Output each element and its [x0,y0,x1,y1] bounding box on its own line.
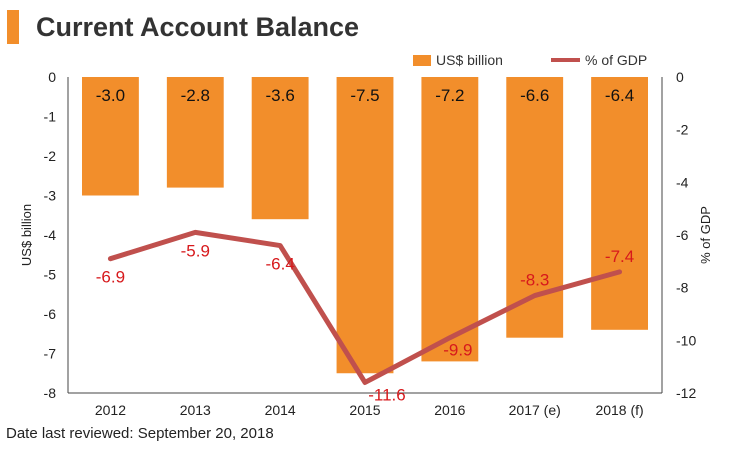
title-accent-bar [7,10,19,44]
bar-2016 [421,77,479,362]
line-value-label: -6.9 [96,268,125,287]
legend-bar-swatch [413,55,431,66]
x-category-label: 2015 [349,402,380,418]
review-date-footer: Date last reviewed: September 20, 2018 [6,425,274,442]
left-tick-label: 0 [48,69,56,85]
x-category-label: 2017 (e) [509,402,561,418]
bar-2014 [251,77,309,220]
x-category-label: 2013 [180,402,211,418]
bar-value-label: -3.6 [265,86,294,105]
legend-line-label: % of GDP [585,52,647,68]
line-value-label: -11.6 [368,385,406,404]
bar-2017-e [506,77,564,338]
gdp-share-line [107,229,623,385]
bar-value-label: -7.2 [435,86,464,105]
right-tick-label: -2 [676,122,689,138]
left-tick-label: -2 [44,148,57,164]
line-value-label: -9.9 [443,341,472,360]
bar-value-label: -6.6 [520,86,549,105]
right-tick-label: -10 [676,332,696,348]
right-tick-label: 0 [676,69,684,85]
bar-2012 [82,77,139,196]
left-tick-label: -3 [44,188,57,204]
right-tick-label: -12 [676,385,696,401]
x-category-label: 2014 [265,402,296,418]
x-category-label: 2012 [95,402,126,418]
x-category-label: 2018 (f) [595,402,643,418]
left-tick-label: -7 [44,346,57,362]
bar-value-label: -7.5 [350,86,379,105]
line-value-label: -7.4 [605,247,634,266]
left-tick-label: -1 [44,109,57,125]
bar-value-label: -6.4 [605,86,634,105]
left-tick-label: -6 [44,306,57,322]
left-tick-label: -8 [44,385,57,401]
title-bar: Current Account Balance [0,6,742,46]
bar-2013 [166,77,224,188]
left-tick-label: -4 [44,227,57,243]
left-tick-label: -5 [44,267,57,283]
line-value-label: -5.9 [181,241,210,260]
bar-2015 [336,77,394,374]
page-title: Current Account Balance [36,12,360,42]
left-axis-title: US$ billion [19,204,34,266]
bar-value-label: -3.0 [96,86,125,105]
line-value-label: -6.4 [265,255,294,274]
bar-value-label: -2.8 [181,86,210,105]
legend-bar-label: US$ billion [436,52,503,68]
right-tick-label: -4 [676,174,689,190]
right-tick-label: -6 [676,227,689,243]
right-axis-title: % of GDP [698,206,713,264]
line-value-label: -8.3 [520,271,549,290]
x-category-label: 2016 [434,402,465,418]
bar-2018-f [591,77,648,330]
right-tick-label: -8 [676,280,689,296]
